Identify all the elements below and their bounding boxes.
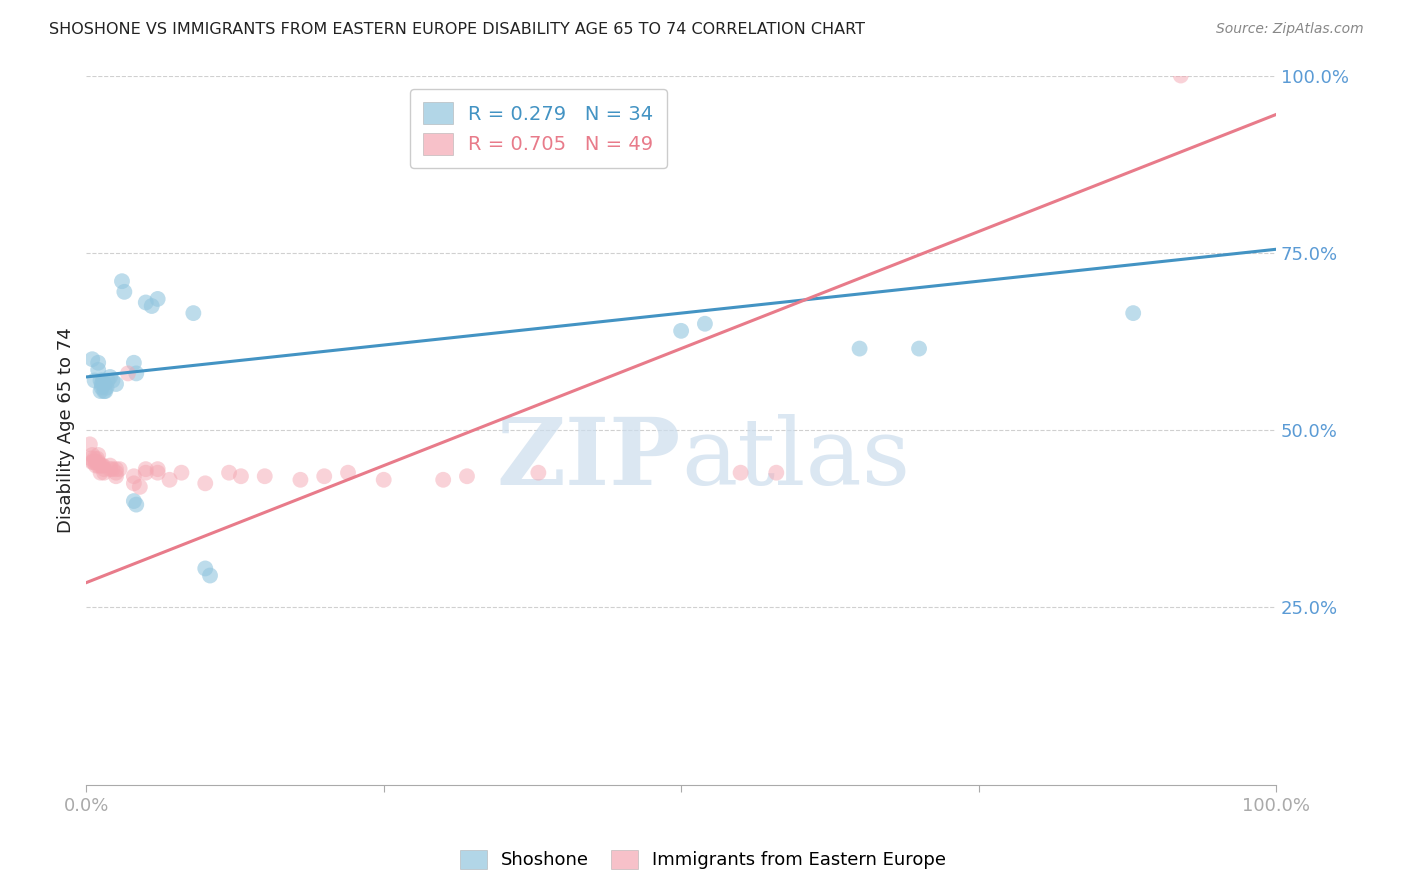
Point — [90, 458, 112, 473]
Point — [105, 462, 128, 476]
Point — [693, 317, 716, 331]
Point — [183, 306, 205, 320]
Point — [128, 480, 150, 494]
Point — [669, 324, 692, 338]
Point — [94, 384, 117, 398]
Point — [91, 458, 114, 473]
Point — [730, 466, 752, 480]
Point — [111, 274, 134, 288]
Point — [82, 448, 104, 462]
Point — [848, 342, 870, 356]
Point — [87, 356, 110, 370]
Point — [125, 498, 148, 512]
Point — [87, 363, 110, 377]
Point — [170, 466, 193, 480]
Point — [101, 374, 124, 388]
Point — [84, 458, 107, 473]
Point — [135, 462, 157, 476]
Text: atlas: atlas — [681, 414, 910, 503]
Point — [253, 469, 276, 483]
Point — [105, 377, 128, 392]
Point — [456, 469, 478, 483]
Y-axis label: Disability Age 65 to 74: Disability Age 65 to 74 — [58, 327, 75, 533]
Point — [218, 466, 240, 480]
Point — [290, 473, 312, 487]
Point — [229, 469, 252, 483]
Point — [90, 381, 112, 395]
Point — [90, 458, 112, 473]
Point — [93, 384, 115, 398]
Point — [141, 299, 163, 313]
Point — [194, 476, 217, 491]
Point — [112, 285, 135, 299]
Point — [80, 451, 103, 466]
Point — [122, 356, 145, 370]
Text: Source: ZipAtlas.com: Source: ZipAtlas.com — [1216, 22, 1364, 37]
Point — [79, 437, 101, 451]
Point — [91, 374, 114, 388]
Point — [194, 561, 217, 575]
Point — [765, 466, 787, 480]
Point — [337, 466, 360, 480]
Point — [98, 370, 121, 384]
Point — [93, 462, 115, 476]
Point — [82, 455, 104, 469]
Point — [1170, 69, 1192, 83]
Point — [83, 374, 105, 388]
Point — [93, 377, 115, 392]
Point — [105, 466, 128, 480]
Legend: R = 0.279   N = 34, R = 0.705   N = 49: R = 0.279 N = 34, R = 0.705 N = 49 — [409, 89, 666, 168]
Point — [908, 342, 931, 356]
Point — [122, 476, 145, 491]
Point — [97, 374, 120, 388]
Legend: Shoshone, Immigrants from Eastern Europe: Shoshone, Immigrants from Eastern Europe — [450, 841, 956, 879]
Point — [98, 462, 121, 476]
Point — [146, 466, 169, 480]
Point — [84, 455, 107, 469]
Point — [87, 455, 110, 469]
Point — [90, 384, 112, 398]
Point — [198, 568, 221, 582]
Point — [135, 295, 157, 310]
Point — [90, 466, 112, 480]
Point — [96, 381, 118, 395]
Point — [122, 494, 145, 508]
Point — [135, 466, 157, 480]
Point — [527, 466, 550, 480]
Point — [146, 292, 169, 306]
Point — [314, 469, 336, 483]
Point — [90, 377, 112, 392]
Point — [159, 473, 181, 487]
Point — [125, 367, 148, 381]
Point — [90, 374, 112, 388]
Point — [373, 473, 395, 487]
Point — [105, 469, 128, 483]
Point — [101, 462, 124, 476]
Point — [122, 469, 145, 483]
Point — [98, 458, 121, 473]
Point — [87, 448, 110, 462]
Text: ZIP: ZIP — [496, 414, 681, 503]
Point — [432, 473, 454, 487]
Point — [83, 451, 105, 466]
Point — [86, 451, 108, 466]
Point — [82, 352, 104, 367]
Point — [87, 458, 110, 473]
Point — [146, 462, 169, 476]
Point — [117, 367, 139, 381]
Point — [108, 462, 131, 476]
Point — [1122, 306, 1144, 320]
Text: SHOSHONE VS IMMIGRANTS FROM EASTERN EUROPE DISABILITY AGE 65 TO 74 CORRELATION C: SHOSHONE VS IMMIGRANTS FROM EASTERN EURO… — [49, 22, 865, 37]
Point — [82, 455, 104, 469]
Point — [93, 466, 115, 480]
